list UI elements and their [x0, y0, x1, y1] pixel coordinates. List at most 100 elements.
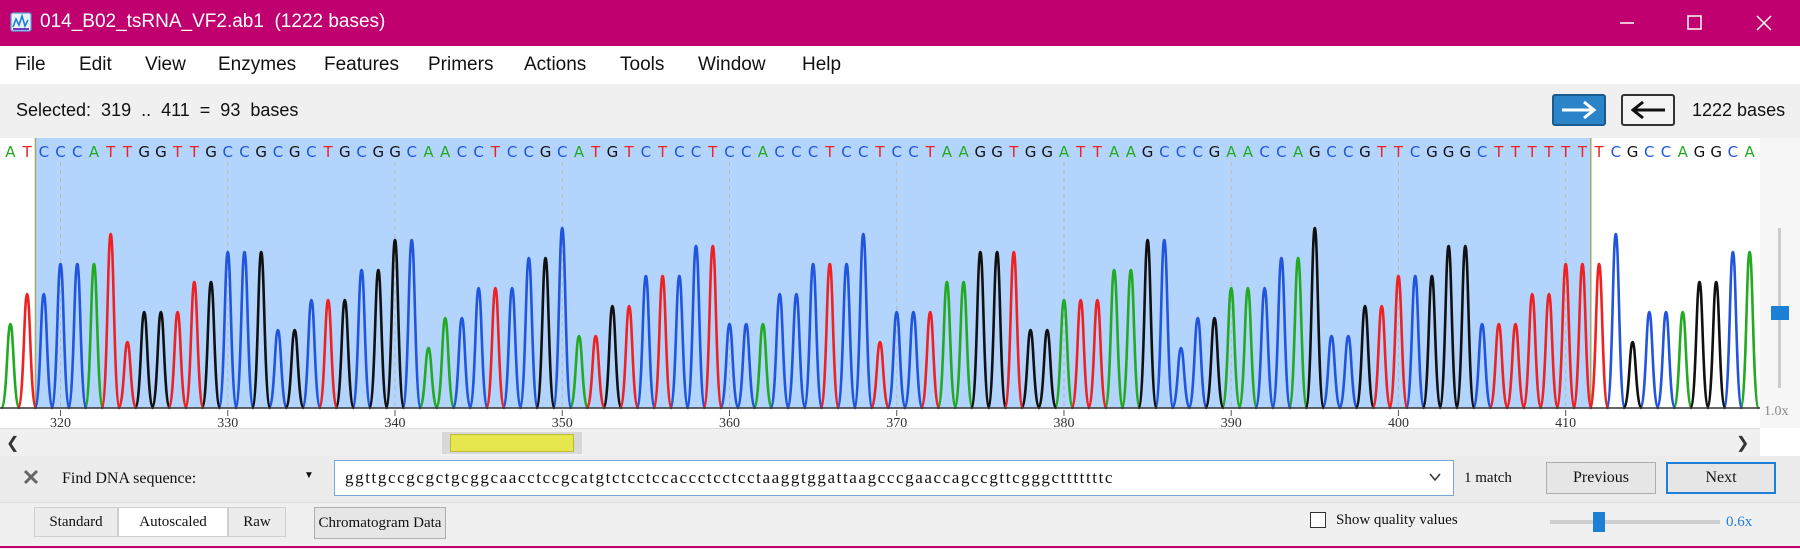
- base-call[interactable]: C: [741, 143, 751, 161]
- base-call[interactable]: G: [138, 143, 150, 161]
- reverse-strand-button[interactable]: [1621, 94, 1675, 126]
- menu-window[interactable]: Window: [698, 54, 766, 75]
- menu-file[interactable]: File: [15, 54, 46, 75]
- maximize-button[interactable]: [1658, 0, 1730, 46]
- base-call[interactable]: C: [1276, 143, 1286, 161]
- base-call[interactable]: C: [1176, 143, 1186, 161]
- base-call[interactable]: C: [1410, 143, 1420, 161]
- base-call[interactable]: C: [908, 143, 918, 161]
- base-call[interactable]: A: [5, 143, 16, 161]
- base-call[interactable]: C: [724, 143, 734, 161]
- base-call[interactable]: T: [657, 143, 668, 161]
- base-call[interactable]: T: [172, 143, 183, 161]
- menu-actions[interactable]: Actions: [524, 54, 587, 75]
- base-call[interactable]: T: [1594, 143, 1605, 161]
- base-call[interactable]: T: [1510, 143, 1521, 161]
- find-type-select[interactable]: Find DNA sequence:: [62, 470, 197, 487]
- chevron-left-icon[interactable]: ❮: [6, 435, 20, 452]
- horizontal-zoom-track[interactable]: [1550, 520, 1720, 524]
- base-call[interactable]: T: [590, 143, 601, 161]
- base-call[interactable]: G: [1694, 143, 1706, 161]
- base-call[interactable]: G: [155, 143, 167, 161]
- horizontal-zoom-thumb[interactable]: [1593, 512, 1605, 532]
- base-call[interactable]: T: [490, 143, 501, 161]
- tab-standard[interactable]: Standard: [34, 507, 118, 537]
- base-call[interactable]: C: [774, 143, 784, 161]
- base-call[interactable]: T: [1527, 143, 1538, 161]
- base-call[interactable]: A: [1243, 143, 1254, 161]
- base-call[interactable]: C: [457, 143, 467, 161]
- forward-strand-button[interactable]: [1552, 94, 1606, 126]
- base-call[interactable]: C: [858, 143, 868, 161]
- base-call[interactable]: A: [423, 143, 434, 161]
- menu-features[interactable]: Features: [324, 54, 399, 75]
- base-call[interactable]: G: [1426, 143, 1438, 161]
- base-call[interactable]: C: [507, 143, 517, 161]
- base-call[interactable]: T: [1376, 143, 1387, 161]
- base-call[interactable]: C: [1343, 143, 1353, 161]
- base-call[interactable]: C: [1259, 143, 1269, 161]
- base-call[interactable]: G: [607, 143, 619, 161]
- base-call[interactable]: A: [89, 143, 100, 161]
- base-call[interactable]: C: [1326, 143, 1336, 161]
- tab-raw[interactable]: Raw: [228, 507, 286, 537]
- base-call[interactable]: G: [1443, 143, 1455, 161]
- next-button[interactable]: Next: [1666, 462, 1776, 494]
- base-call[interactable]: G: [1209, 143, 1221, 161]
- base-call[interactable]: T: [323, 143, 334, 161]
- base-call[interactable]: C: [641, 143, 651, 161]
- base-call[interactable]: C: [524, 143, 534, 161]
- base-call[interactable]: A: [1678, 143, 1689, 161]
- horizontal-scrollbar[interactable]: ❮ ❯: [0, 428, 1760, 457]
- base-call[interactable]: C: [1159, 143, 1169, 161]
- base-call[interactable]: T: [1543, 143, 1554, 161]
- base-call[interactable]: T: [105, 143, 116, 161]
- base-call[interactable]: G: [205, 143, 217, 161]
- close-find-icon[interactable]: [20, 466, 42, 488]
- base-call[interactable]: C: [55, 143, 65, 161]
- base-call[interactable]: A: [574, 143, 585, 161]
- base-call[interactable]: T: [189, 143, 200, 161]
- base-call[interactable]: G: [1627, 143, 1639, 161]
- base-call[interactable]: G: [1309, 143, 1321, 161]
- close-button[interactable]: [1728, 0, 1800, 46]
- base-call[interactable]: G: [339, 143, 351, 161]
- base-call[interactable]: G: [975, 143, 987, 161]
- base-call[interactable]: C: [1477, 143, 1487, 161]
- menu-help[interactable]: Help: [802, 54, 842, 75]
- dropdown-arrow-icon[interactable]: ▼: [304, 470, 314, 481]
- base-call[interactable]: C: [473, 143, 483, 161]
- base-call[interactable]: G: [540, 143, 552, 161]
- base-call[interactable]: C: [406, 143, 416, 161]
- base-call[interactable]: C: [674, 143, 684, 161]
- base-call[interactable]: A: [1745, 143, 1756, 161]
- base-call[interactable]: C: [791, 143, 801, 161]
- base-call[interactable]: C: [1611, 143, 1621, 161]
- base-call[interactable]: T: [874, 143, 885, 161]
- base-call[interactable]: C: [1661, 143, 1671, 161]
- base-call[interactable]: T: [1092, 143, 1103, 161]
- base-call[interactable]: T: [1075, 143, 1086, 161]
- base-call[interactable]: T: [21, 143, 32, 161]
- base-call[interactable]: G: [1041, 143, 1053, 161]
- menu-tools[interactable]: Tools: [620, 54, 665, 75]
- base-call[interactable]: C: [1728, 143, 1738, 161]
- base-call[interactable]: G: [991, 143, 1003, 161]
- base-call[interactable]: A: [440, 143, 451, 161]
- base-call[interactable]: C: [306, 143, 316, 161]
- base-call[interactable]: T: [824, 143, 835, 161]
- base-call[interactable]: T: [1560, 143, 1571, 161]
- base-call[interactable]: A: [958, 143, 969, 161]
- base-call[interactable]: C: [39, 143, 49, 161]
- base-call[interactable]: T: [707, 143, 718, 161]
- base-call[interactable]: A: [1059, 143, 1070, 161]
- base-call[interactable]: C: [72, 143, 82, 161]
- base-call[interactable]: T: [925, 143, 936, 161]
- show-quality-checkbox[interactable]: [1310, 512, 1326, 528]
- find-sequence-text[interactable]: ggttgccgcgctgcggcaacctccgcatgtctcctccacc…: [345, 468, 1115, 487]
- vertical-zoom-thumb[interactable]: [1771, 306, 1789, 320]
- base-call[interactable]: G: [372, 143, 384, 161]
- scrollbar-selection-thumb[interactable]: [450, 434, 574, 452]
- base-call[interactable]: C: [273, 143, 283, 161]
